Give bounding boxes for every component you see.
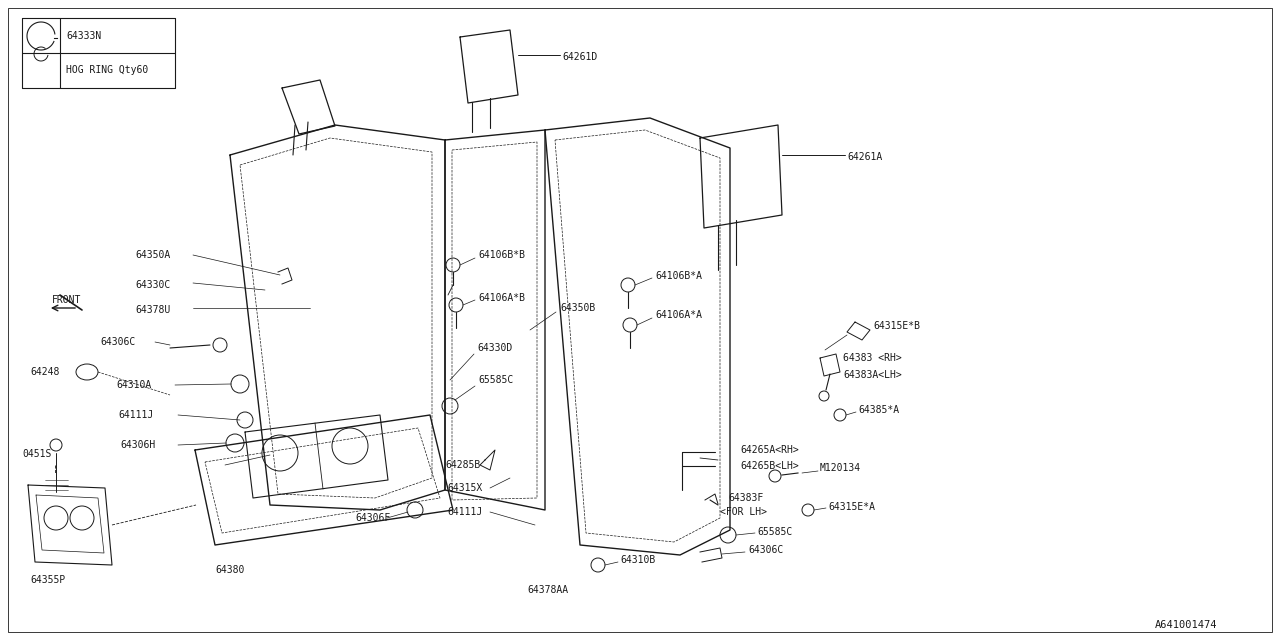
Text: 64265A<RH>: 64265A<RH> bbox=[740, 445, 799, 455]
Text: 64106A*B: 64106A*B bbox=[477, 293, 525, 303]
Text: 64310B: 64310B bbox=[620, 555, 655, 565]
Text: 64111J: 64111J bbox=[447, 507, 483, 517]
Text: 65585C: 65585C bbox=[477, 375, 513, 385]
Text: 64315E*A: 64315E*A bbox=[828, 502, 876, 512]
Text: 64248: 64248 bbox=[29, 367, 59, 377]
Text: 0451S: 0451S bbox=[22, 449, 51, 459]
Text: M120134: M120134 bbox=[820, 463, 861, 473]
Text: 64333N: 64333N bbox=[67, 31, 101, 41]
Text: 64306H: 64306H bbox=[120, 440, 155, 450]
Text: 64383 <RH>: 64383 <RH> bbox=[844, 353, 901, 363]
Text: 64306F: 64306F bbox=[355, 513, 390, 523]
Text: 64106B*B: 64106B*B bbox=[477, 250, 525, 260]
Text: 64355P: 64355P bbox=[29, 575, 65, 585]
Text: 64261A: 64261A bbox=[847, 152, 882, 162]
Text: 64378AA: 64378AA bbox=[527, 585, 568, 595]
Text: 64350A: 64350A bbox=[134, 250, 170, 260]
Text: 64106A*A: 64106A*A bbox=[655, 310, 701, 320]
Text: 64285B: 64285B bbox=[445, 460, 480, 470]
Text: 64106B*A: 64106B*A bbox=[655, 271, 701, 281]
Text: 64350B: 64350B bbox=[561, 303, 595, 313]
Text: 64385*A: 64385*A bbox=[858, 405, 899, 415]
Text: 65585C: 65585C bbox=[756, 527, 792, 537]
Text: 64380: 64380 bbox=[215, 565, 244, 575]
Text: 64306C: 64306C bbox=[748, 545, 783, 555]
Text: 64383F: 64383F bbox=[728, 493, 763, 503]
Text: 64330C: 64330C bbox=[134, 280, 170, 290]
Text: 64306C: 64306C bbox=[100, 337, 136, 347]
Text: 64315E*B: 64315E*B bbox=[873, 321, 920, 331]
Text: <FOR LH>: <FOR LH> bbox=[719, 507, 767, 517]
Text: 64261D: 64261D bbox=[562, 52, 598, 62]
Text: 64315X: 64315X bbox=[447, 483, 483, 493]
Text: 64378U: 64378U bbox=[134, 305, 170, 315]
Text: 64265B<LH>: 64265B<LH> bbox=[740, 461, 799, 471]
Text: HOG RING Qty60: HOG RING Qty60 bbox=[67, 65, 148, 75]
Text: FRONT: FRONT bbox=[52, 295, 82, 305]
Text: 64383A<LH>: 64383A<LH> bbox=[844, 370, 901, 380]
Text: 64330D: 64330D bbox=[477, 343, 512, 353]
Text: A641001474: A641001474 bbox=[1155, 620, 1217, 630]
Text: 64111J: 64111J bbox=[118, 410, 154, 420]
Text: 64310A: 64310A bbox=[116, 380, 151, 390]
